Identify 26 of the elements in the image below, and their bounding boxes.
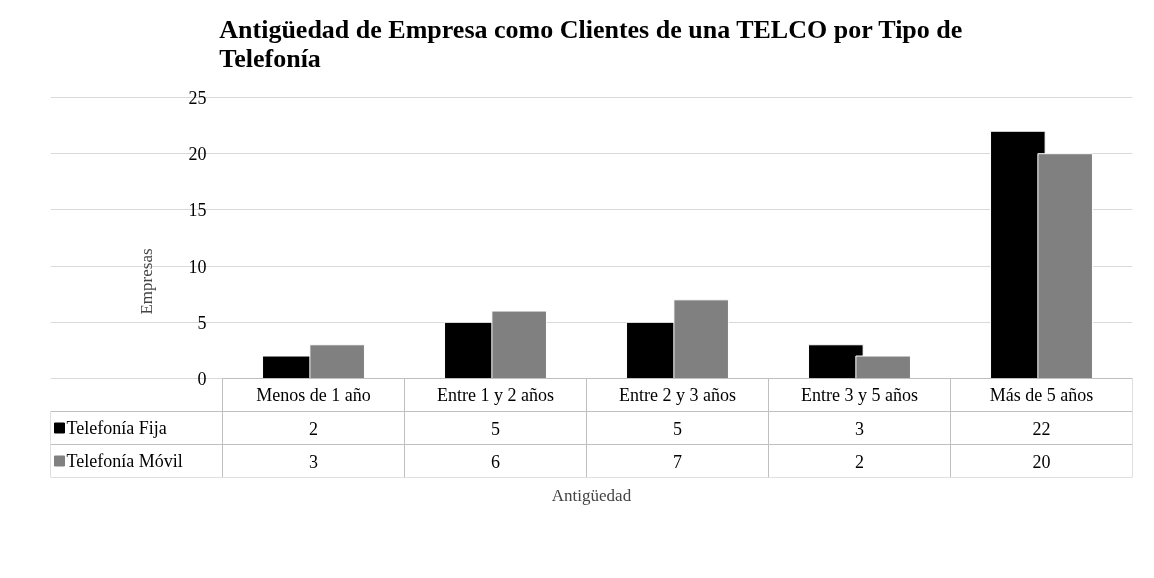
x-tick-label: Entre 1 y 2 años bbox=[437, 385, 554, 405]
y-tick-label: 5 bbox=[197, 312, 207, 333]
y-axis-title: Empresas bbox=[136, 248, 156, 315]
x-axis-title: Antigüedad bbox=[551, 485, 632, 505]
data-label: 2 bbox=[309, 418, 318, 439]
legend-label: Telefonía Móvil bbox=[66, 451, 183, 471]
y-tick-label: 15 bbox=[188, 200, 207, 221]
data-label: 5 bbox=[673, 418, 682, 439]
data-label: 3 bbox=[309, 451, 318, 472]
data-label: 20 bbox=[1032, 451, 1051, 472]
y-tick-label: 25 bbox=[188, 88, 207, 108]
data-label: 3 bbox=[855, 418, 864, 439]
x-tick-label: Entre 3 y 5 años bbox=[801, 385, 918, 405]
y-tick-label: 10 bbox=[188, 256, 207, 277]
y-tick-label: 20 bbox=[188, 144, 207, 165]
data-label: 7 bbox=[673, 451, 682, 472]
x-tick-label: Entre 2 y 3 años bbox=[619, 385, 736, 405]
data-label: 2 bbox=[855, 451, 864, 472]
chart-title: Antigüedad de Empresa como Clientes de una TELCO por Tipo de Telefonía bbox=[219, 15, 963, 73]
legend-label: Telefonía Fija bbox=[66, 418, 167, 438]
y-tick-label: 0 bbox=[197, 369, 207, 389]
data-label: 22 bbox=[1032, 418, 1051, 439]
data-label: 5 bbox=[491, 418, 500, 439]
x-tick-label: Menos de 1 año bbox=[256, 385, 371, 405]
data-label: 6 bbox=[491, 451, 500, 472]
x-tick-label: Más de 5 años bbox=[989, 385, 1094, 405]
